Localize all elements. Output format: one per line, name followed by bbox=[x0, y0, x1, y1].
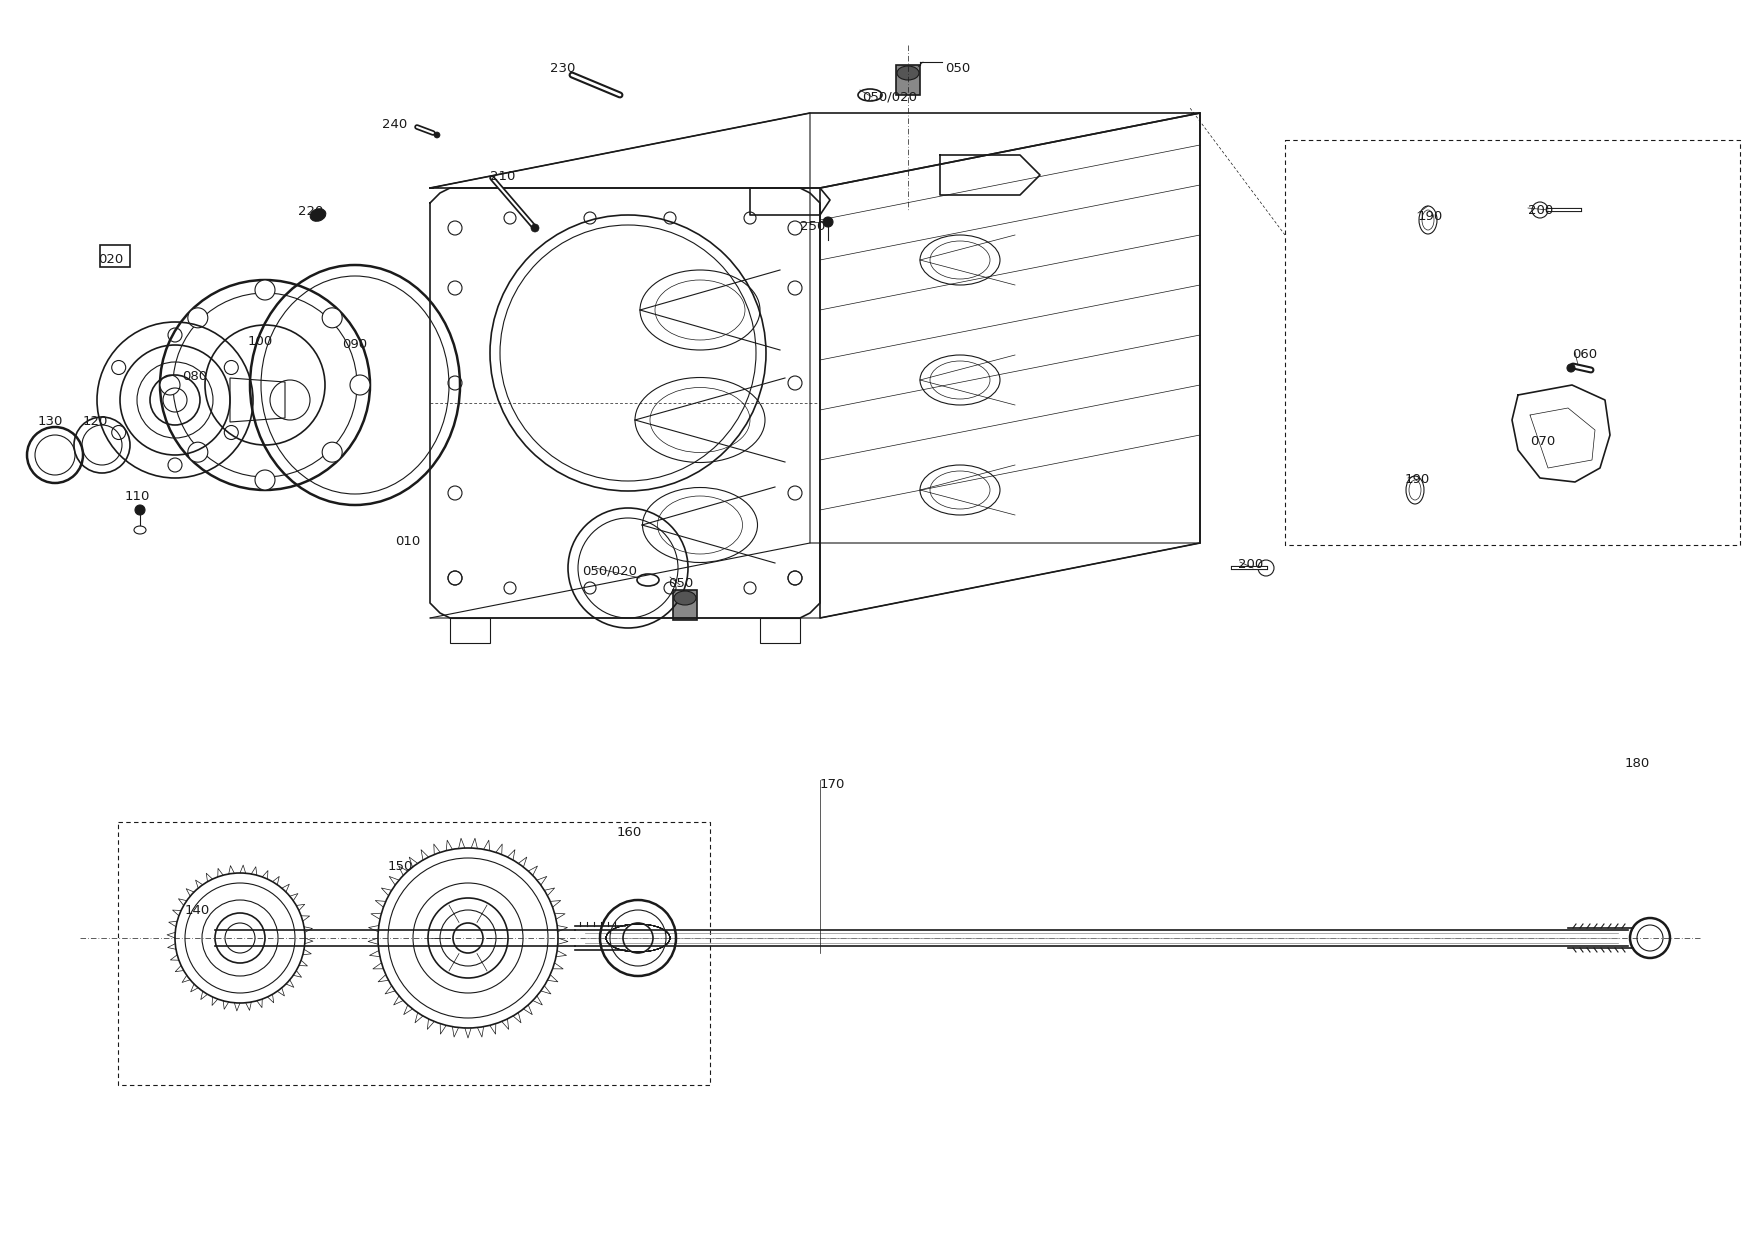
Circle shape bbox=[823, 217, 833, 227]
Ellipse shape bbox=[896, 66, 919, 81]
Text: 200: 200 bbox=[1528, 205, 1554, 217]
Text: 050: 050 bbox=[668, 577, 693, 590]
Circle shape bbox=[323, 443, 342, 463]
Circle shape bbox=[160, 374, 181, 396]
Text: 220: 220 bbox=[298, 205, 323, 218]
Bar bbox=[674, 590, 696, 620]
Circle shape bbox=[188, 443, 207, 463]
Text: 200: 200 bbox=[1238, 558, 1263, 570]
Circle shape bbox=[433, 131, 440, 138]
Text: 010: 010 bbox=[395, 534, 421, 548]
Text: 090: 090 bbox=[342, 339, 367, 351]
Text: 050/020: 050/020 bbox=[861, 91, 917, 103]
Bar bbox=[896, 64, 921, 95]
Circle shape bbox=[135, 505, 146, 515]
Text: 110: 110 bbox=[125, 490, 151, 503]
Text: 240: 240 bbox=[382, 118, 407, 131]
Circle shape bbox=[188, 308, 207, 327]
Circle shape bbox=[1566, 365, 1575, 372]
Text: 230: 230 bbox=[551, 62, 575, 74]
Text: 190: 190 bbox=[1417, 210, 1444, 223]
Text: 250: 250 bbox=[800, 219, 826, 233]
Text: 130: 130 bbox=[39, 415, 63, 428]
Circle shape bbox=[531, 224, 538, 232]
Text: 050/020: 050/020 bbox=[582, 565, 637, 578]
Text: 060: 060 bbox=[1572, 348, 1598, 361]
Text: 170: 170 bbox=[821, 777, 845, 791]
Text: 140: 140 bbox=[184, 904, 210, 918]
Bar bbox=[100, 246, 130, 267]
Text: 180: 180 bbox=[1624, 756, 1651, 770]
Text: 050: 050 bbox=[945, 62, 970, 74]
Circle shape bbox=[254, 470, 275, 490]
Text: 070: 070 bbox=[1529, 435, 1556, 448]
Circle shape bbox=[351, 374, 370, 396]
Text: 100: 100 bbox=[247, 335, 274, 348]
Text: 150: 150 bbox=[388, 861, 414, 873]
Text: 160: 160 bbox=[617, 826, 642, 839]
Text: 080: 080 bbox=[182, 370, 207, 383]
Text: 210: 210 bbox=[489, 170, 516, 184]
Text: 120: 120 bbox=[82, 415, 109, 428]
Text: 190: 190 bbox=[1405, 472, 1430, 486]
Text: 020: 020 bbox=[98, 253, 123, 267]
Circle shape bbox=[254, 280, 275, 300]
Ellipse shape bbox=[674, 591, 696, 605]
Circle shape bbox=[323, 308, 342, 327]
Ellipse shape bbox=[310, 208, 326, 221]
